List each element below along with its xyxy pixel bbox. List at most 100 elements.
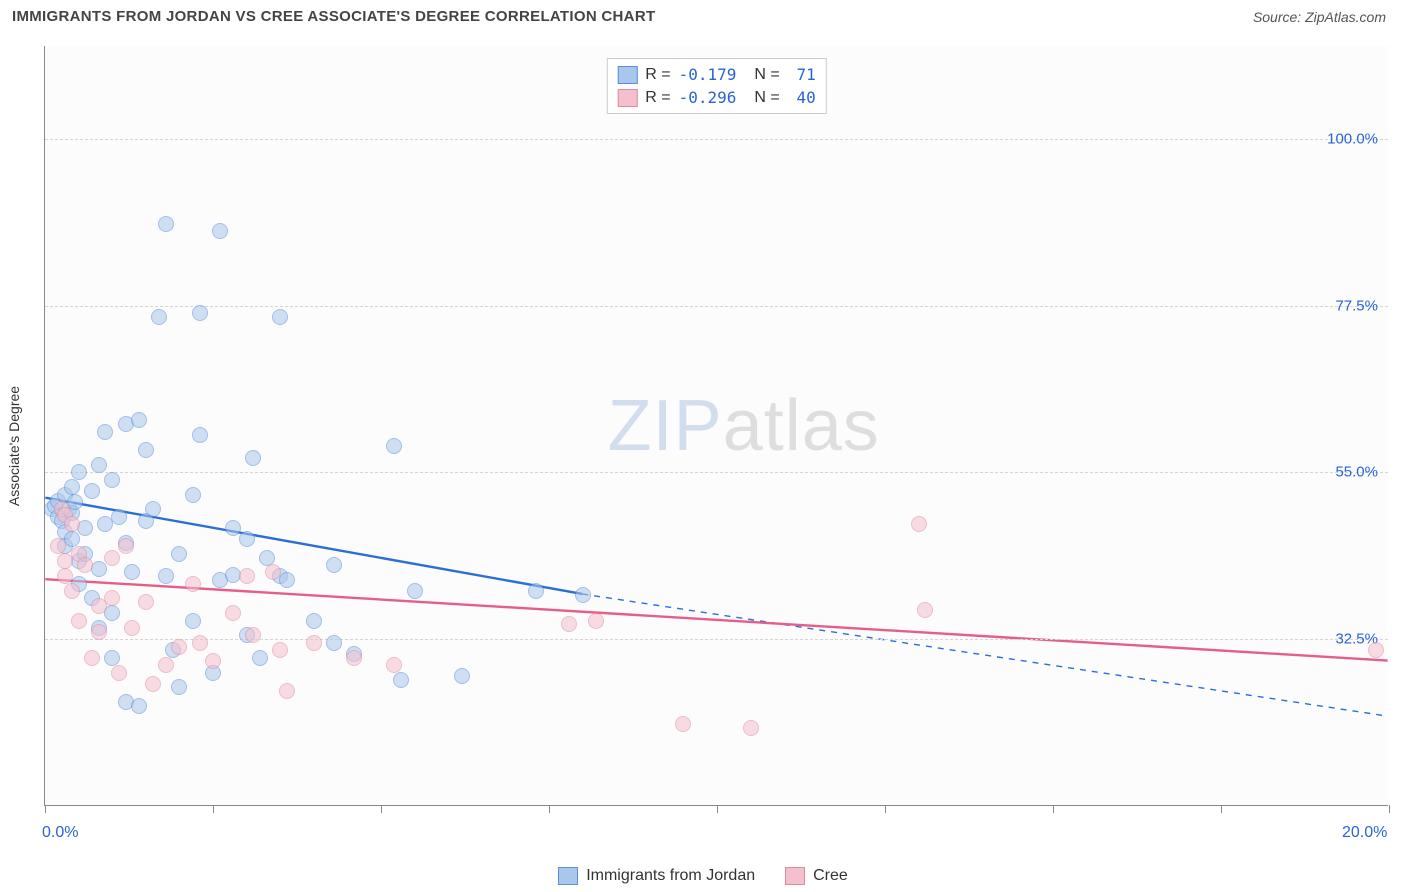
legend-swatch [617, 89, 637, 107]
data-point [306, 635, 322, 651]
data-point [239, 531, 255, 547]
x-tick [885, 805, 886, 813]
data-point [272, 642, 288, 658]
data-point [1368, 642, 1384, 658]
watermark: ZIPatlas [608, 385, 880, 467]
data-point [171, 546, 187, 562]
x-tick [1221, 805, 1222, 813]
data-point [192, 635, 208, 651]
x-tick [1389, 805, 1390, 813]
data-point [138, 594, 154, 610]
data-point [528, 583, 544, 599]
x-axis-max-label: 20.0% [1342, 824, 1387, 842]
data-point [911, 516, 927, 532]
data-point [91, 624, 107, 640]
data-point [393, 672, 409, 688]
data-point [326, 635, 342, 651]
legend-n-label: N = [754, 89, 779, 107]
data-point [124, 564, 140, 580]
data-point [64, 516, 80, 532]
data-point [158, 568, 174, 584]
data-point [84, 483, 100, 499]
series-name: Cree [813, 867, 848, 885]
legend-row: R = -0.179 N = 71 [617, 63, 815, 86]
data-point [71, 464, 87, 480]
data-point [158, 216, 174, 232]
correlation-legend: R = -0.179 N = 71 R = -0.296 N = 40 [606, 58, 826, 114]
chart-title: IMMIGRANTS FROM JORDAN VS CREE ASSOCIATE… [12, 8, 655, 25]
data-point [57, 568, 73, 584]
x-tick [717, 805, 718, 813]
data-point [151, 309, 167, 325]
data-point [279, 572, 295, 588]
legend-row: R = -0.296 N = 40 [617, 86, 815, 109]
data-point [245, 450, 261, 466]
data-point [407, 583, 423, 599]
legend-n-value: 71 [788, 65, 816, 84]
data-point [192, 427, 208, 443]
data-point [279, 683, 295, 699]
data-point [185, 576, 201, 592]
data-point [131, 412, 147, 428]
data-point [185, 613, 201, 629]
data-point [454, 668, 470, 684]
data-point [346, 650, 362, 666]
data-point [743, 720, 759, 736]
data-point [386, 438, 402, 454]
series-name: Immigrants from Jordan [586, 867, 755, 885]
data-point [104, 650, 120, 666]
data-point [171, 639, 187, 655]
series-legend-item: Immigrants from Jordan [558, 860, 755, 892]
data-point [588, 613, 604, 629]
data-point [561, 616, 577, 632]
data-point [675, 716, 691, 732]
gridline [45, 139, 1388, 140]
x-axis-min-label: 0.0% [42, 824, 78, 842]
data-point [104, 590, 120, 606]
x-tick [45, 805, 46, 813]
data-point [306, 613, 322, 629]
y-tick-label: 100.0% [1327, 130, 1378, 147]
data-point [917, 602, 933, 618]
trend-lines [45, 46, 1388, 805]
scatter-chart: ZIPatlas R =-0.179N =71R =-0.296N =40 32… [44, 46, 1388, 806]
legend-n-value: 40 [788, 88, 816, 107]
data-point [326, 557, 342, 573]
data-point [91, 457, 107, 473]
data-point [131, 698, 147, 714]
data-point [104, 472, 120, 488]
data-point [84, 650, 100, 666]
data-point [252, 650, 268, 666]
data-point [185, 487, 201, 503]
gridline [45, 306, 1388, 307]
legend-r-label: R = [645, 66, 670, 84]
data-point [158, 657, 174, 673]
source-attribution: Source: ZipAtlas.com [1253, 9, 1386, 25]
legend-n-label: N = [754, 66, 779, 84]
data-point [205, 653, 221, 669]
legend-r-label: R = [645, 89, 670, 107]
series-legend: Immigrants from Jordan Cree [0, 860, 1406, 892]
data-point [239, 568, 255, 584]
data-point [138, 442, 154, 458]
data-point [245, 627, 261, 643]
series-legend-item: Cree [785, 860, 848, 892]
legend-swatch [785, 867, 805, 885]
data-point [575, 587, 591, 603]
legend-swatch [617, 66, 637, 84]
data-point [50, 538, 66, 554]
data-point [111, 665, 127, 681]
data-point [71, 613, 87, 629]
data-point [145, 501, 161, 517]
data-point [259, 550, 275, 566]
data-point [77, 557, 93, 573]
data-point [225, 520, 241, 536]
y-tick-label: 77.5% [1335, 297, 1378, 314]
data-point [192, 305, 208, 321]
x-tick [549, 805, 550, 813]
data-point [272, 309, 288, 325]
data-point [97, 424, 113, 440]
x-tick [381, 805, 382, 813]
legend-r-value: -0.296 [679, 88, 737, 107]
legend-r-value: -0.179 [679, 65, 737, 84]
